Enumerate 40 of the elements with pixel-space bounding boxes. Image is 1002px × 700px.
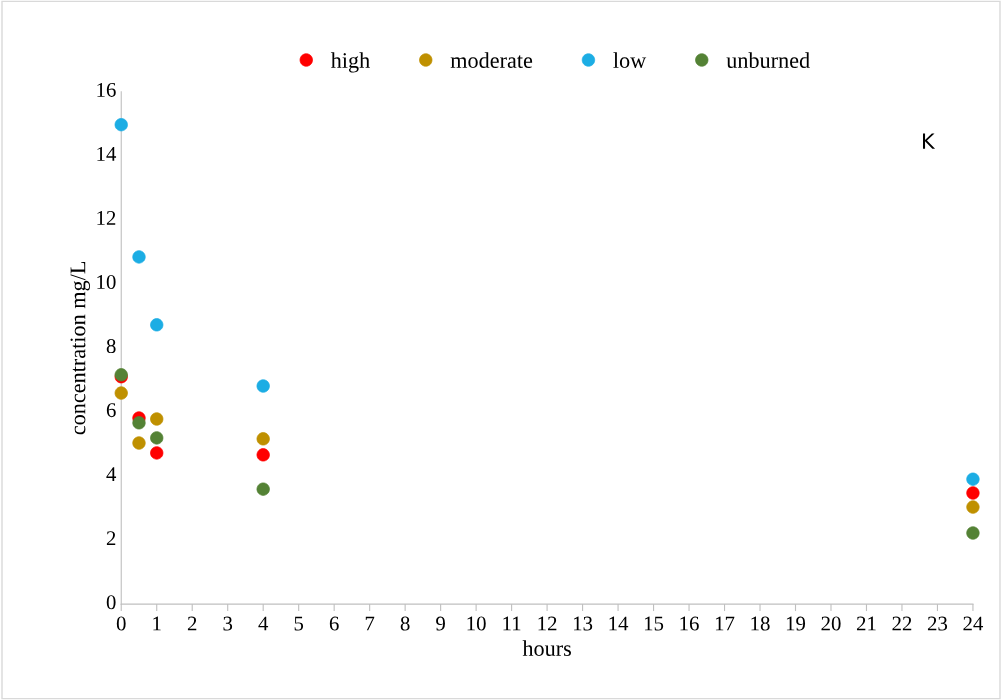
x-tick-label: 3	[223, 616, 233, 631]
x-tick-label: 21	[856, 616, 876, 631]
x-tick-label: 7	[365, 616, 375, 631]
x-tick-label: 23	[927, 616, 948, 631]
legend-label: high	[330, 52, 370, 73]
x-tick-label: 24	[963, 616, 984, 631]
x-tick-label: 16	[680, 616, 699, 631]
x-tick-label: 4	[258, 616, 269, 631]
x-tick-label: 14	[609, 616, 629, 631]
y-axis-title: concentration mg/L	[70, 261, 90, 435]
annotation: K	[923, 133, 936, 149]
x-tick-label: 8	[400, 616, 410, 631]
x-tick-label: 5	[294, 616, 304, 631]
y-tick-label: 12	[97, 211, 116, 225]
x-axis-title: hours	[522, 640, 571, 656]
y-tick-label: 6	[106, 403, 116, 418]
x-tick-label: 17	[715, 616, 735, 631]
x-tick-label: 1	[153, 616, 161, 631]
x-tick-label: 18	[751, 616, 770, 631]
y-tick-label: 14	[97, 147, 117, 161]
legend-label: low	[613, 52, 647, 68]
x-tick-label: 19	[786, 616, 806, 631]
x-tick-label: 20	[821, 616, 841, 631]
y-tick-label: 4	[106, 467, 117, 482]
y-tick-label: 16	[97, 82, 116, 97]
y-tick-label: 10	[97, 275, 116, 290]
legend-label: moderate	[450, 52, 533, 68]
x-tick-label: 11	[503, 616, 521, 631]
x-tick-label: 6	[329, 616, 339, 631]
x-tick-label: 10	[467, 616, 486, 631]
x-tick-label: 22	[892, 616, 912, 631]
x-tick-label: 12	[538, 616, 557, 631]
legend-label: unburned	[726, 52, 810, 68]
x-tick-label: 15	[644, 616, 664, 631]
x-tick-label: 2	[187, 616, 197, 631]
y-tick-label: 0	[106, 595, 116, 610]
y-tick-label: 8	[106, 339, 116, 354]
x-tick-label: 13	[574, 616, 593, 631]
x-tick-label: 9	[436, 616, 445, 631]
y-tick-label: 2	[106, 531, 116, 546]
